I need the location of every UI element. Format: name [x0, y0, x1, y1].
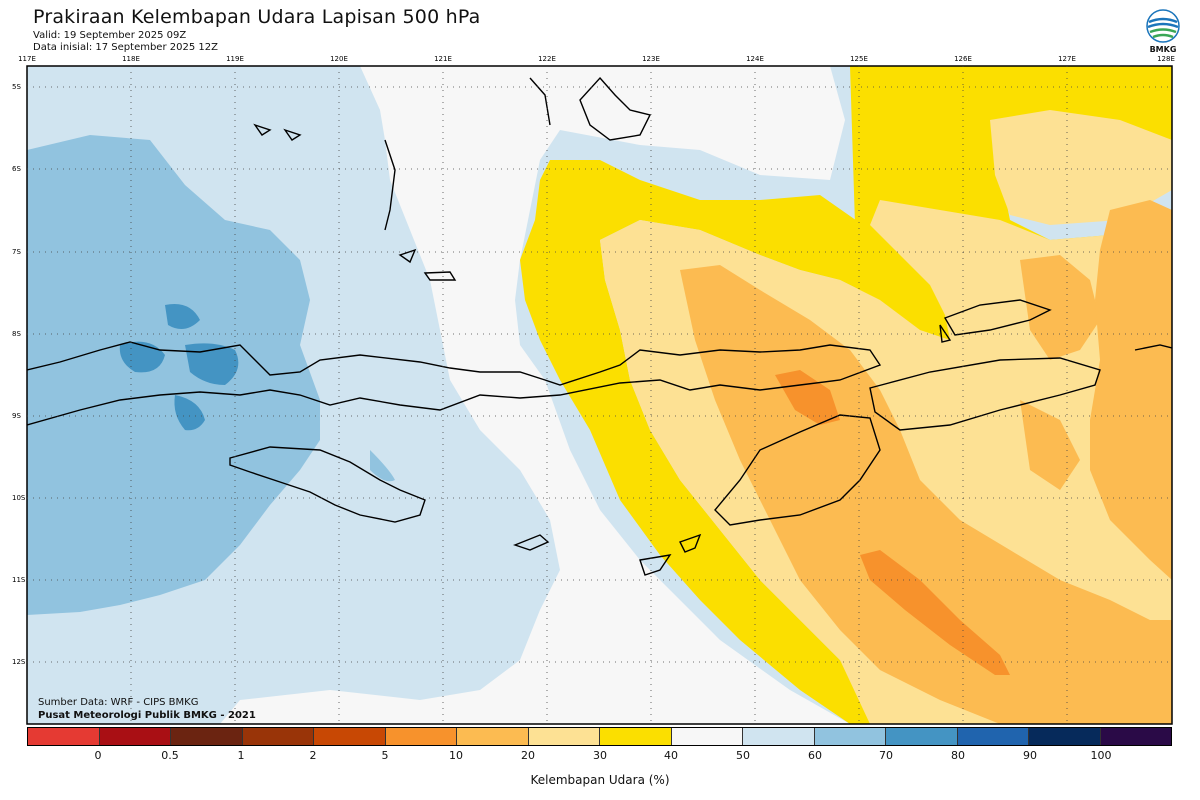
lat-label: 7S	[12, 248, 21, 256]
lat-label: 5S	[12, 83, 21, 91]
colorbar-segment	[528, 728, 600, 745]
colorbar-segment	[1100, 728, 1171, 745]
bmkg-logo: BMKG	[1143, 8, 1183, 58]
colorbar-tick: 60	[808, 749, 822, 762]
colorbar-segment	[99, 728, 171, 745]
lon-label: 127E	[1058, 55, 1076, 63]
lon-label: 128E	[1157, 55, 1175, 63]
coastlines	[27, 76, 1172, 576]
lat-label: 8S	[12, 330, 21, 338]
colorbar-segment	[1029, 728, 1101, 745]
colorbar-tick: 50	[736, 749, 750, 762]
map-grid	[27, 66, 1172, 724]
colorbar-tick: 20	[521, 749, 535, 762]
colorbar-segment	[242, 728, 314, 745]
lon-label: 117E	[18, 55, 36, 63]
lon-label: 124E	[746, 55, 764, 63]
colorbar-segment	[600, 728, 672, 745]
colorbar-segment	[28, 728, 100, 745]
lat-label: 9S	[12, 412, 21, 420]
lat-label: 11S	[12, 576, 26, 584]
colorbar-segment	[957, 728, 1029, 745]
lon-label: 119E	[226, 55, 244, 63]
colorbar-segment	[457, 728, 529, 745]
initial-data-time: Data inisial: 17 September 2025 12Z	[33, 42, 218, 53]
colorbar-tick: 70	[879, 749, 893, 762]
colorbar-tick: 0	[94, 749, 102, 762]
colorbar-tick: 0.5	[161, 749, 179, 762]
valid-time: Valid: 19 September 2025 09Z	[33, 30, 187, 41]
humidity-fill	[27, 66, 1172, 724]
colorbar-tick: 80	[951, 749, 965, 762]
colorbar-tick: 5	[381, 749, 389, 762]
colorbar-segment	[814, 728, 886, 745]
colorbar-tick: 10	[449, 749, 463, 762]
colorbar-tick: 40	[664, 749, 678, 762]
colorbar-tick: 100	[1090, 749, 1112, 762]
lon-label: 121E	[434, 55, 452, 63]
lat-label: 12S	[12, 658, 26, 666]
lon-label: 123E	[642, 55, 660, 63]
lat-label: 10S	[12, 494, 26, 502]
lon-label: 122E	[538, 55, 556, 63]
colorbar-segment	[671, 728, 743, 745]
lon-label: 118E	[122, 55, 140, 63]
colorbar-segment	[743, 728, 815, 745]
colorbar-segment	[385, 728, 457, 745]
credit-text: Pusat Meteorologi Publik BMKG - 2021	[38, 710, 256, 721]
bmkg-logo-icon	[1146, 9, 1180, 43]
colorbar-tick: 1	[237, 749, 245, 762]
map-title: Prakiraan Kelembapan Udara Lapisan 500 h…	[33, 6, 481, 28]
colorbar-tick: 90	[1023, 749, 1037, 762]
colorbar-segment	[886, 728, 958, 745]
lon-label: 125E	[850, 55, 868, 63]
data-source: Sumber Data: WRF - CIPS BMKG	[38, 697, 199, 708]
colorbar-tick: 2	[309, 749, 317, 762]
logo-text: BMKG	[1149, 45, 1177, 54]
colorbar-segment	[314, 728, 386, 745]
lat-label: 6S	[12, 165, 21, 173]
colorbar-tick: 30	[593, 749, 607, 762]
lon-label: 120E	[330, 55, 348, 63]
map-frame	[26, 65, 1173, 725]
lon-label: 126E	[954, 55, 972, 63]
colorbar-label: Kelembapan Udara (%)	[530, 773, 670, 787]
colorbar	[27, 727, 1172, 746]
colorbar-segment	[171, 728, 243, 745]
